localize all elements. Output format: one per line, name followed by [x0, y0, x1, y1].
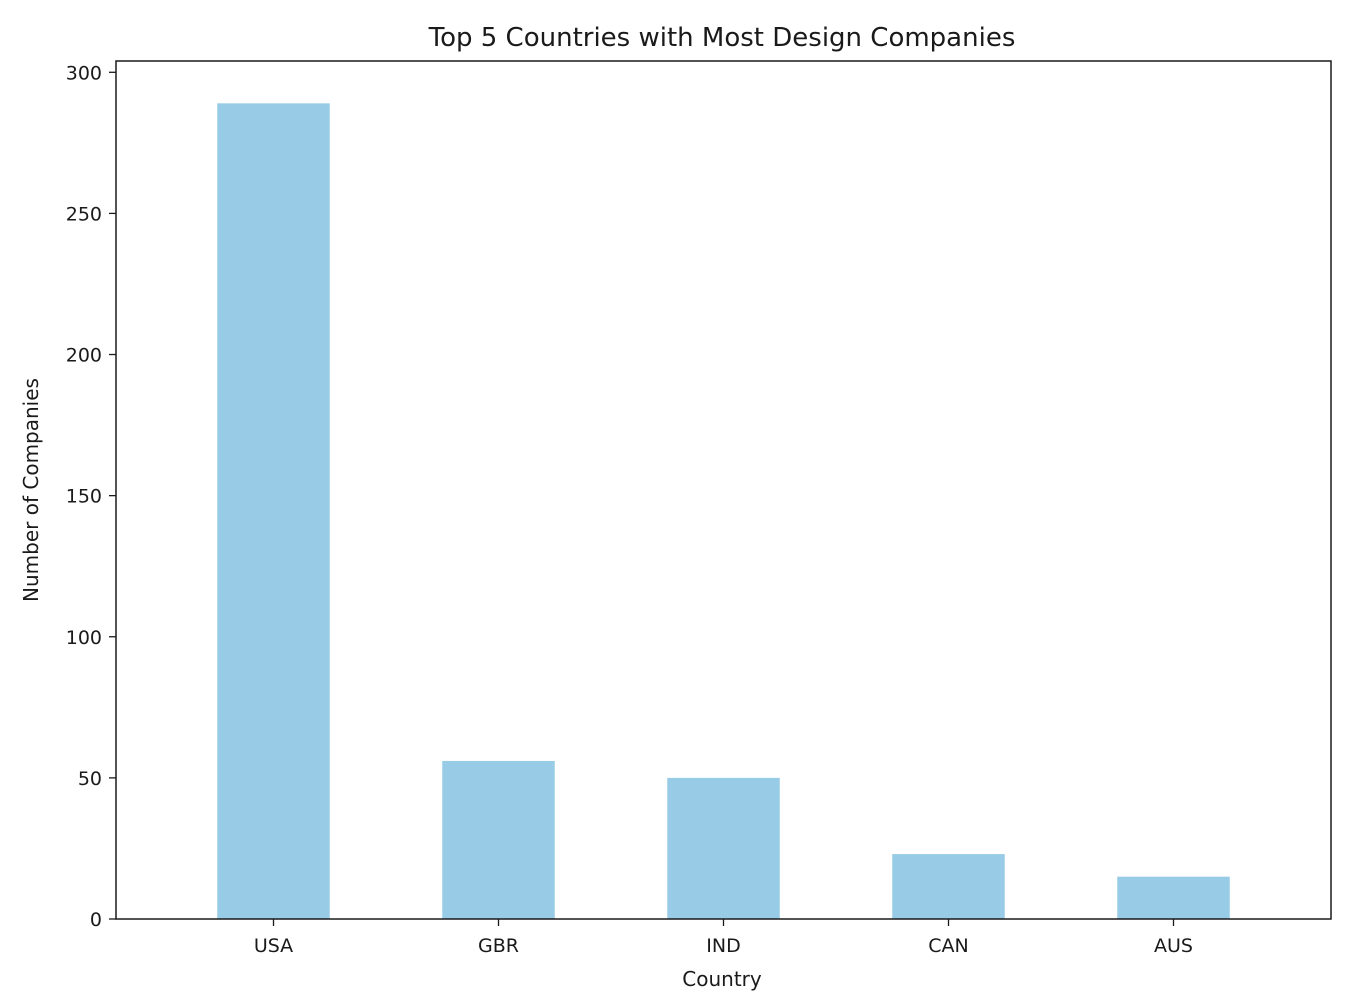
- y-axis-ticks: 0 50 100 150 200 250 300: [66, 62, 116, 931]
- y-tick-label: 0: [90, 909, 102, 931]
- bar-ind: [667, 777, 780, 919]
- x-tick-label: USA: [254, 935, 293, 957]
- bar-can: [892, 854, 1005, 919]
- bars-group: [217, 103, 1230, 920]
- x-tick-label: CAN: [928, 935, 968, 957]
- y-tick-label: 50: [78, 768, 102, 790]
- y-axis-label: Number of Companies: [19, 378, 43, 602]
- x-tick-label: IND: [706, 935, 740, 957]
- plot-frame: [115, 60, 1332, 920]
- bar-aus: [1117, 876, 1230, 919]
- y-tick-label: 200: [66, 345, 102, 367]
- x-axis-ticks: USA GBR IND CAN AUS: [254, 919, 1193, 957]
- y-tick-label: 150: [66, 486, 102, 508]
- chart-title: Top 5 Countries with Most Design Compani…: [428, 23, 1016, 53]
- bar-usa: [217, 103, 330, 920]
- y-tick-label: 100: [66, 627, 102, 649]
- x-tick-label: GBR: [478, 935, 519, 957]
- bar-gbr: [442, 760, 555, 919]
- x-tick-label: AUS: [1154, 935, 1193, 957]
- x-axis-label: Country: [682, 967, 762, 991]
- y-tick-label: 250: [66, 203, 102, 225]
- y-tick-label: 300: [66, 62, 102, 84]
